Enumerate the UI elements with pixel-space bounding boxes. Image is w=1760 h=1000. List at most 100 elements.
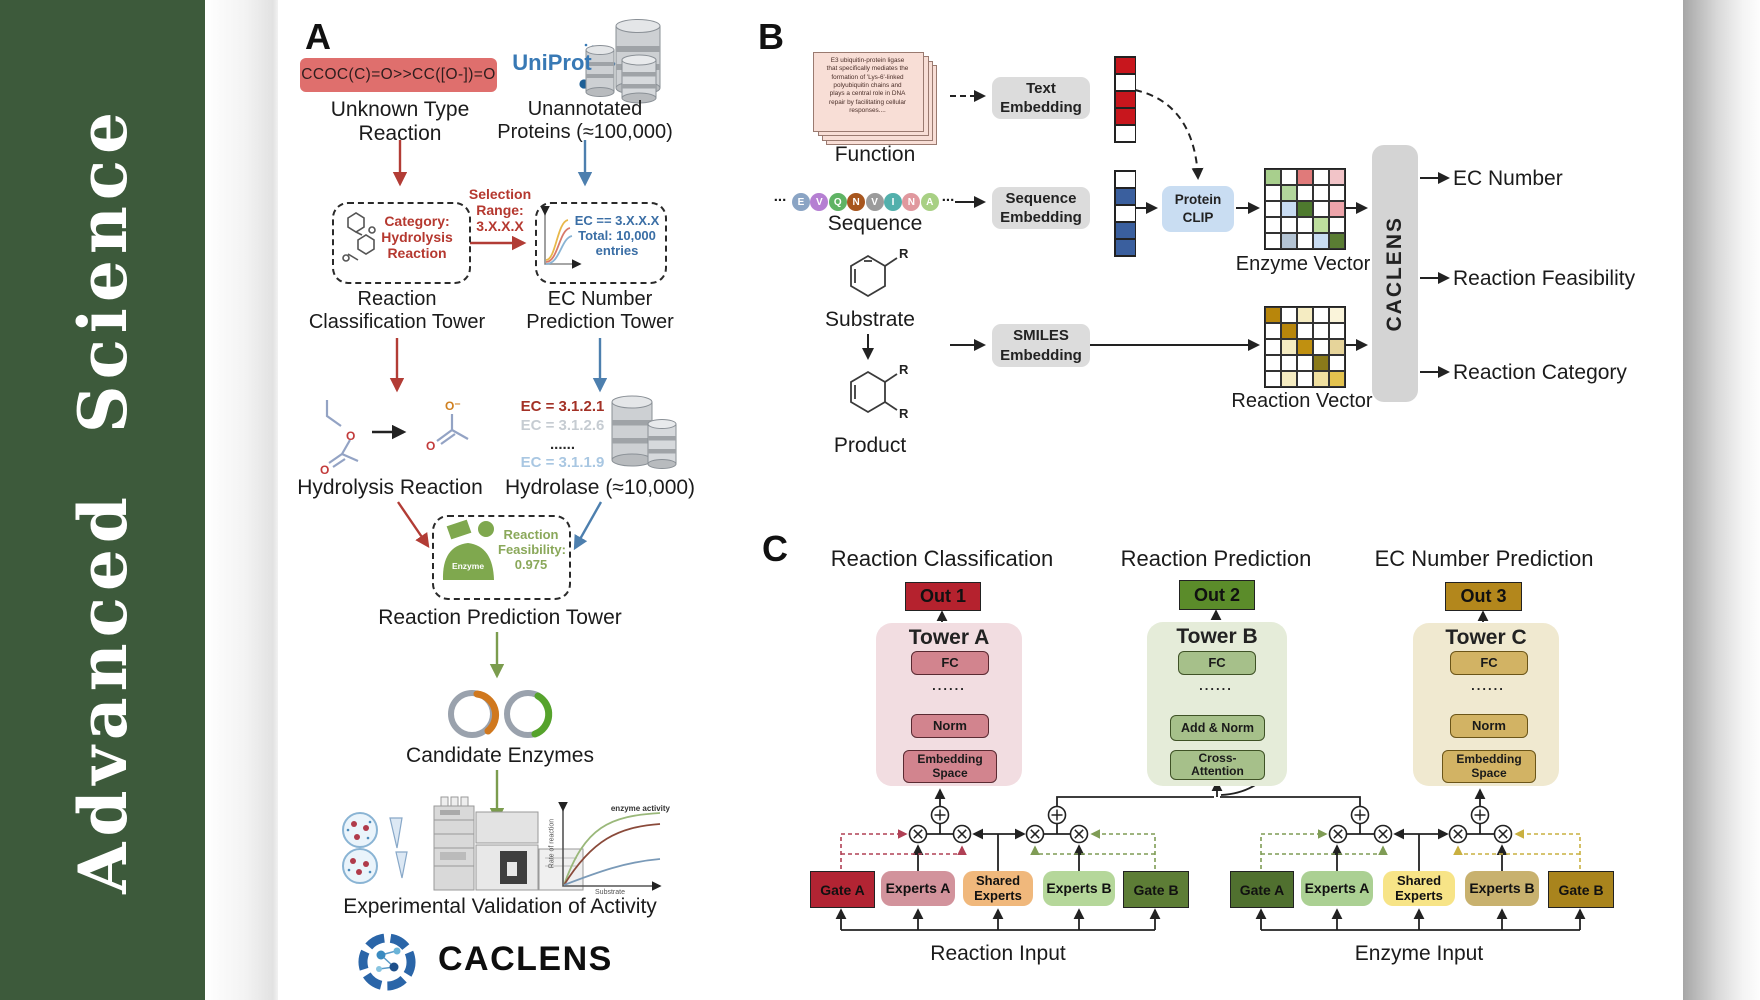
tower-a-dots: ...... [932,678,966,693]
ec-tower-label: EC Number Prediction Tower [526,288,674,334]
caclens-bar: CACLENS [1372,145,1418,402]
atom-O: O [320,463,329,477]
tower-c-fc: FC [1450,651,1528,675]
graph-curve-label: enzyme activity [610,804,670,813]
enzyme-vector-grid [1264,168,1346,250]
col3-title: EC Number Prediction [1374,546,1594,571]
moe-right-gate-a: Gate A [1230,871,1294,908]
unknown-reaction-label: Unknown Type Reaction [330,98,470,146]
moe-left-experts-b: Experts B [1043,871,1115,906]
output-ec-number: EC Number [1453,167,1563,190]
panel-a-label: A [305,16,331,57]
function-card-text: E3 ubiquitin-protein ligase that specifi… [826,57,909,114]
moe-right-gate-b: Gate B [1548,871,1614,908]
tower-b-dots: ...... [1199,678,1233,693]
tower-a-embedding-space: Embedding Space [903,750,997,783]
residue-circle: Q [828,193,847,211]
col1-title: Reaction Classification [830,546,1054,571]
sequence-embedding-vector [1114,170,1137,258]
moe-left-gate-a: Gate A [810,871,875,908]
moe-right-shared-experts: Shared Experts [1383,871,1455,906]
sequence-embedding-box: Sequence Embedding [992,187,1090,229]
product-r2-label: R [899,406,909,421]
out2-box: Out 2 [1179,580,1255,610]
tower-c-embedding-space: Embedding Space [1442,750,1536,783]
sequence-ellipsis-left: ... [773,188,787,205]
product-molecule-icon [850,370,898,414]
moe-left-experts-a: Experts A [881,871,955,906]
moe-right-experts-a: Experts A [1301,871,1373,906]
tower-b-add-norm: Add & Norm [1170,715,1265,741]
tower-a-norm: Norm [911,714,989,738]
tower-b-fc: FC [1178,651,1256,675]
residue-circle: V [810,193,829,211]
reaction-input-label: Reaction Input [930,942,1066,965]
col2-title: Reaction Prediction [1120,546,1312,571]
uniprot-logo-text: UniProt [512,50,592,75]
caclens-wordmark: CACLENS [438,940,613,978]
tower-c-dots: ...... [1471,678,1505,693]
graph-xlabel: Substrate [595,889,625,896]
hydrolysis-reaction-label: Hydrolysis Reaction [297,476,483,499]
sequence-ellipsis-right: ... [941,188,955,205]
page-inner-shadow [205,0,278,1000]
hydrolysis-molecules-icon [325,400,469,468]
function-card [813,52,924,132]
reaction-vector-grid [1264,306,1346,388]
feasibility-label: Reaction Feasibility: 0.975 [498,527,566,573]
sum-node-icons [930,805,1490,825]
output-reaction-category: Reaction Category [1453,361,1627,384]
reaction-smiles-box: CCOC(C)=O>>CC([O-])=O [300,58,497,92]
feasibility-dashed-box [432,515,571,600]
residue-circle: A [920,193,939,211]
plasmid-icons [448,690,553,738]
function-label: Function [834,143,916,166]
out3-box: Out 3 [1445,582,1522,611]
classification-tower-label: Reaction Classification Tower [308,288,486,334]
validation-label: Experimental Validation of Activity [343,895,657,918]
smiles-embedding-box: SMILES Embedding [992,324,1090,367]
text-embedding-vector [1114,56,1137,144]
tower-a-panel: Tower A [876,623,1022,786]
tower-b-title: Tower B [1176,625,1258,648]
residue-circle: V [865,193,884,211]
product-node-icons [908,824,1513,844]
ec-list-item: EC = 3.1.2.6 [520,416,605,434]
tower-c-title: Tower C [1445,626,1527,649]
hplc-instrument-icon [433,796,584,891]
enzyme-input-label: Enzyme Input [1354,942,1484,965]
tower-b-cross-attention: Cross- Attention [1170,750,1265,780]
panel-b-label: B [758,16,784,57]
database-icon-hydrolase [611,395,677,469]
graph-ylabel: Rate of reaction [548,818,556,869]
substrate-r-label: R [899,246,909,261]
panel-c-label: C [762,528,788,569]
output-reaction-feasibility: Reaction Feasibility [1453,267,1636,290]
selection-range-label: Selection Range: 3.X.X.X [468,186,532,235]
caclens-logo-icon [358,933,416,991]
residue-circle: N [847,193,866,211]
tower-c-norm: Norm [1450,714,1528,738]
residue-circle: N [902,193,921,211]
ec-list-item: EC = 3.1.1.9 [520,454,605,472]
atom-O: O [346,429,355,443]
tower-a-title: Tower A [908,626,990,649]
out1-box: Out 1 [905,582,981,611]
category-label: Category: Hydrolysis Reaction [381,213,453,262]
ec-list-item: EC = 3.1.2.1 [520,398,605,415]
candidate-enzymes-label: Candidate Enzymes [406,744,594,767]
cells-sample-icon [342,812,408,884]
protein-clip-box: Protein CLIP [1162,186,1234,232]
product-r1-label: R [899,362,909,377]
ec-filter-dashed-box [535,202,667,284]
sequence-label: Sequence [827,212,923,235]
unannotated-proteins-label: Unannotated Proteins (≈100,000) [497,98,673,144]
database-icon [585,19,661,104]
page-edge-shadow [1683,0,1760,1000]
ec-list-item: ...... [549,435,575,453]
moe-right-experts-b: Experts B [1465,871,1539,906]
kinetics-graph-icon [558,802,662,891]
atom-O-minus: O⁻ [445,399,461,413]
